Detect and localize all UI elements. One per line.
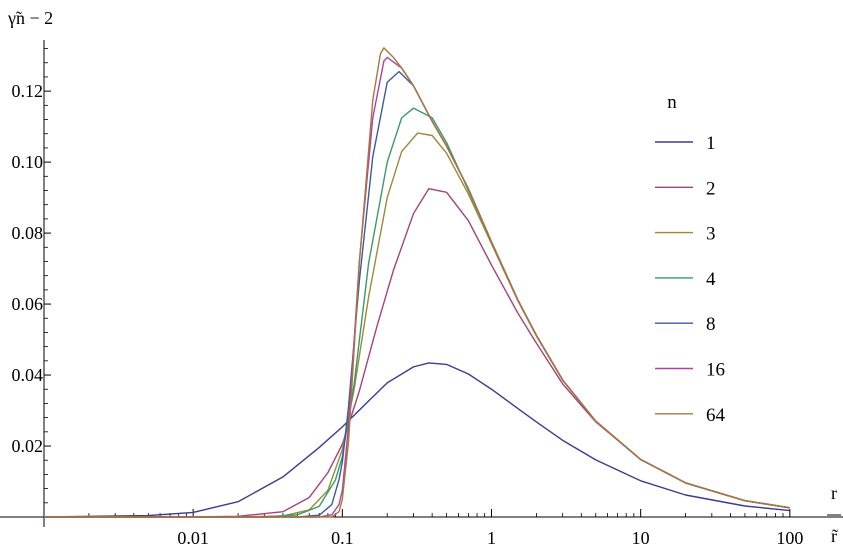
legend-label-n-2: 2: [706, 178, 716, 199]
x-tick-label: 1: [487, 528, 496, 548]
series-line-n-64: [44, 47, 790, 518]
y-tick-label: 0.06: [12, 294, 44, 314]
x-tick-label: 100: [776, 528, 803, 548]
axes: 0.02 0.04 0.06 0.08 0.10 0.12 0.01 0.1 1 10 100: [0, 40, 843, 548]
x-tick-label: 0.01: [177, 528, 209, 548]
series-line-n-16: [44, 56, 790, 518]
y-tick-label: 0.08: [12, 223, 44, 243]
series-line-n-4: [44, 107, 790, 518]
legend-title: n: [667, 92, 677, 113]
series-line-n-2: [44, 188, 790, 518]
x-tick-label: 0.1: [331, 528, 354, 548]
x-axis-title-denominator: r̃: [831, 526, 838, 546]
series-line-n-1: [43, 362, 790, 518]
y-axis-title: γ̃n − 2: [7, 8, 53, 28]
x-axis-title-numerator: r: [831, 483, 837, 503]
legend-label-n-8: 8: [706, 314, 716, 335]
legend-label-n-16: 16: [706, 360, 725, 381]
series-line-n-8: [44, 70, 790, 518]
x-tick-label: 10: [632, 528, 650, 548]
y-tick-label: 0.02: [12, 436, 44, 456]
y-tick-label: 0.10: [12, 152, 44, 172]
series-line-n-3: [44, 132, 790, 518]
legend-label-n-4: 4: [706, 269, 716, 290]
plot-series: [43, 47, 790, 518]
y-tick-label: 0.12: [12, 81, 44, 101]
legend-label-n-1: 1: [706, 133, 716, 154]
legend: 1 2 3 4 8 16 64: [655, 133, 726, 426]
legend-label-n-3: 3: [706, 224, 716, 245]
y-tick-label: 0.04: [12, 365, 44, 385]
legend-label-n-64: 64: [706, 405, 726, 426]
